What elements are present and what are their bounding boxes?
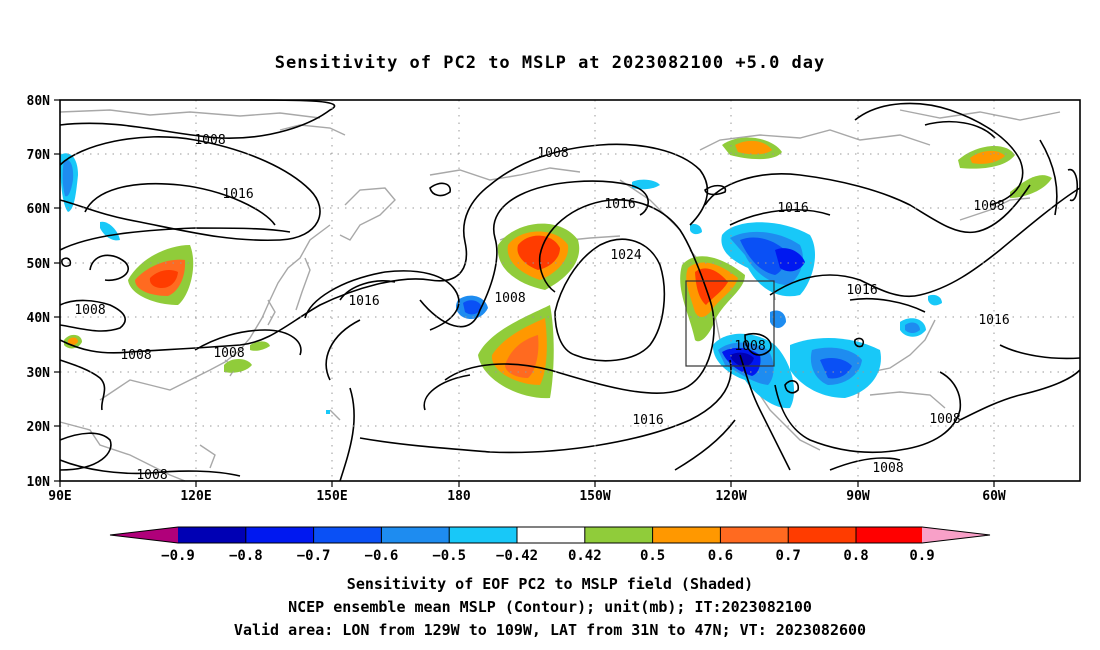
caption-line-1: Sensitivity of EOF PC2 to MSLP field (Sh… <box>347 575 753 593</box>
colorbar-label: −0.8 <box>229 548 263 564</box>
lat-tick-label: 70N <box>27 148 51 163</box>
colorbar-segment <box>584 527 653 543</box>
colorbar-segment <box>720 527 789 543</box>
colorbar: −0.9 −0.8 −0.7 −0.6 −0.5 −0.42 0.42 0.5 … <box>109 526 991 564</box>
lat-tick-labels: 80N 70N 60N 50N 40N 30N 20N 10N <box>27 94 51 490</box>
lat-tick-label: 50N <box>27 257 51 272</box>
colorbar-label: −0.42 <box>496 548 538 564</box>
shading-positive <box>64 137 1052 399</box>
colorbar-label: 0.42 <box>568 548 602 564</box>
contour-label: 1016 <box>777 201 808 216</box>
lat-tick-label: 80N <box>27 94 51 109</box>
colorbar-label: 0.8 <box>843 548 868 564</box>
contour-label: 1016 <box>604 197 635 212</box>
colorbar-label: −0.9 <box>161 548 195 564</box>
colorbar-segment <box>922 527 990 543</box>
colorbar-label: −0.5 <box>432 548 466 564</box>
map-frame <box>59 99 1081 482</box>
tick-marks <box>54 99 995 487</box>
contour-label: 1008 <box>74 303 105 318</box>
lat-tick-label: 30N <box>27 366 51 381</box>
lon-tick-label: 150E <box>316 489 347 504</box>
colorbar-segment <box>178 527 246 543</box>
colorbar-label: 0.5 <box>640 548 665 564</box>
contour-label: 1008 <box>973 199 1004 214</box>
lat-tick-label: 20N <box>27 420 51 435</box>
lon-tick-label: 120W <box>715 489 746 504</box>
contour-label: 1008 <box>872 461 903 476</box>
caption-line-3: Valid area: LON from 129W to 109W, LAT f… <box>234 621 866 639</box>
contour-label: 1008 <box>213 346 244 361</box>
contour-label: 1016 <box>846 283 877 298</box>
contour-label: 1024 <box>610 248 641 263</box>
colorbar-segment <box>245 527 314 543</box>
lon-tick-label: 90W <box>846 489 870 504</box>
contour-label: 1008 <box>194 133 225 148</box>
contour-label: 1016 <box>978 313 1009 328</box>
colorbar-label: 0.6 <box>708 548 733 564</box>
colorbar-segment <box>449 527 517 543</box>
colorbar-segment <box>517 527 585 543</box>
lon-tick-label: 120E <box>180 489 211 504</box>
mslp-contours <box>59 99 1081 482</box>
contour-label: 1008 <box>929 412 960 427</box>
lat-tick-label: 40N <box>27 311 51 326</box>
lon-tick-label: 150W <box>579 489 610 504</box>
contour-label: 1008 <box>136 468 167 483</box>
contour-label: 1008 <box>494 291 525 306</box>
colorbar-segment <box>652 527 721 543</box>
contour-label: 1016 <box>348 294 379 309</box>
contour-label: 1016 <box>632 413 663 428</box>
contour-label: 1016 <box>222 187 253 202</box>
lon-tick-label: 60W <box>982 489 1006 504</box>
colorbar-label: −0.6 <box>365 548 399 564</box>
lon-tick-label: 90E <box>48 489 71 504</box>
map-background <box>60 100 1080 481</box>
contour-label: 1008 <box>537 146 568 161</box>
figure-title: Sensitivity of PC2 to MSLP at 2023082100… <box>275 53 826 73</box>
colorbar-label: 0.9 <box>909 548 934 564</box>
lat-tick-label: 60N <box>27 202 51 217</box>
map-panel: 1008 1016 1008 1016 1024 1008 1016 1016 … <box>27 94 1081 504</box>
colorbar-segment <box>313 527 382 543</box>
contour-label: 1008 <box>120 348 151 363</box>
colorbar-segment <box>856 527 922 543</box>
colorbar-segment <box>788 527 856 543</box>
lon-tick-label: 180 <box>447 489 471 504</box>
colorbar-label: 0.7 <box>776 548 801 564</box>
colorbar-label: −0.7 <box>297 548 331 564</box>
gridlines <box>60 100 1080 481</box>
contour-labels: 1008 1016 1008 1016 1024 1008 1016 1016 … <box>74 133 1009 483</box>
contour-label: 1008 <box>734 339 765 354</box>
colorbar-segment <box>381 527 450 543</box>
valid-area-box <box>685 280 775 367</box>
caption-line-2: NCEP ensemble mean MSLP (Contour); unit(… <box>288 598 812 616</box>
colorbar-segment <box>110 527 178 543</box>
lat-tick-label: 10N <box>27 475 51 490</box>
lon-tick-labels: 90E 120E 150E 180 150W 120W 90W 60W <box>48 489 1006 504</box>
